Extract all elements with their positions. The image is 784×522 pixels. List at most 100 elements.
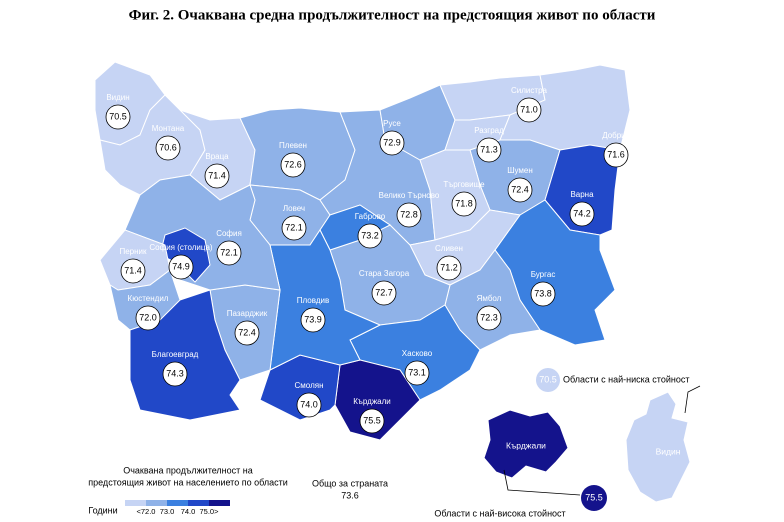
- value-label: 72.6: [284, 159, 302, 169]
- legend: Очаквана продължителност на предстоящия …: [88, 465, 388, 516]
- region-name: Варна: [570, 190, 594, 199]
- value-circle: [168, 254, 194, 280]
- legend-swatch: [188, 500, 209, 506]
- region-name: Кърджали: [353, 397, 391, 406]
- value-label: 72.8: [400, 209, 418, 219]
- region-name: Търговище: [443, 180, 485, 189]
- value-circle: [357, 223, 383, 249]
- inset-circle: [581, 485, 607, 511]
- value-label: 71.6: [607, 149, 625, 159]
- value-circle: [296, 392, 322, 418]
- value-label: 75.5: [363, 415, 381, 425]
- region-name: Ямбол: [477, 294, 502, 303]
- total-label: Общо за страната: [312, 478, 388, 488]
- legend-swatch: [146, 500, 167, 506]
- value-circle: [530, 281, 556, 307]
- value-label: 70.5: [109, 111, 127, 121]
- value-label: 71.2: [440, 262, 458, 272]
- inset-region: Кърджали: [506, 440, 546, 450]
- leader-line: [503, 469, 581, 496]
- inset-value: 75.5: [585, 492, 603, 502]
- value-label: 71.4: [124, 265, 142, 275]
- inset-label: Области с най-ниска стойност: [563, 374, 689, 384]
- legend-tick-label: 75.0>: [200, 507, 220, 516]
- region-name: Перник: [119, 247, 147, 256]
- value-label: 72.4: [511, 184, 529, 194]
- legend-swatch: [209, 500, 230, 506]
- legend-title: Очаквана продължителност на: [123, 465, 253, 475]
- region-name: Благоевград: [152, 350, 199, 359]
- value-circle: [281, 215, 307, 241]
- value-label: 73.2: [361, 230, 379, 240]
- inset-circle: [536, 368, 560, 392]
- value-label: 73.8: [534, 288, 552, 298]
- region-name: Пловдив: [297, 296, 330, 305]
- legend-tick-label: <72.0: [137, 507, 156, 516]
- value-circle: [396, 202, 422, 228]
- region-name: Смолян: [295, 381, 324, 390]
- region-name: Шумен: [507, 166, 533, 175]
- value-label: 74.0: [300, 399, 318, 409]
- value-label: 71.3: [480, 144, 498, 154]
- value-label: 74.2: [573, 208, 591, 218]
- value-circle: [135, 305, 161, 331]
- value-label: 74.9: [172, 261, 190, 271]
- inset-value: 70.5: [539, 374, 557, 384]
- value-circle: [476, 305, 502, 331]
- region-name: Силистра: [511, 86, 547, 95]
- value-label: 71.8: [455, 198, 473, 208]
- legend-swatch: [167, 500, 188, 506]
- inset-vidin-shape: [625, 391, 691, 503]
- value-label: 72.3: [480, 312, 498, 322]
- value-label: 72.1: [285, 222, 303, 232]
- value-circle: [436, 255, 462, 281]
- value-circle: [280, 152, 306, 178]
- value-circle: [234, 320, 260, 346]
- value-circle: [404, 360, 430, 386]
- value-circle: [476, 137, 502, 163]
- region-name: Пазарджик: [227, 309, 268, 318]
- value-circle: [155, 135, 181, 161]
- region-name: Бургас: [531, 270, 556, 279]
- value-label: 71.4: [208, 170, 226, 180]
- value-label: 73.9: [304, 314, 322, 324]
- value-circle: [603, 142, 629, 168]
- region-name: Враца: [205, 152, 229, 161]
- value-circle: [359, 408, 385, 434]
- value-label: 72.9: [383, 137, 401, 147]
- region-name: Хасково: [402, 349, 433, 358]
- region-name: Ловеч: [283, 204, 305, 213]
- value-label: 72.7: [375, 287, 393, 297]
- region: [124, 174, 281, 291]
- value-circle: [216, 240, 242, 266]
- region-labels: Видин 70.5 Монтана 70.6 Враца 71.4 Плевен 72.6 Л…: [105, 86, 630, 434]
- value-circle: [451, 191, 477, 217]
- value-circle: [569, 201, 595, 227]
- value-label: 72.1: [220, 247, 238, 257]
- value-label: 73.1: [408, 367, 426, 377]
- region-name: Видин: [106, 93, 129, 102]
- value-circle: [162, 361, 188, 387]
- value-circle: [516, 97, 542, 123]
- value-circle: [371, 280, 397, 306]
- region-name: Кюстендил: [128, 294, 169, 303]
- region-name: Добрич: [602, 131, 630, 140]
- inset-region: Видин: [656, 446, 681, 456]
- value-label: 72.4: [238, 327, 256, 337]
- region-name: Велико Търново: [379, 191, 440, 200]
- value-circle: [379, 130, 405, 156]
- legend-unit: Години: [88, 505, 117, 515]
- region-name: Русе: [383, 119, 401, 128]
- region-name: Монтана: [152, 124, 185, 133]
- value-label: 70.6: [159, 142, 177, 152]
- value-circle: [507, 177, 533, 203]
- region-name: София (столица): [149, 243, 213, 252]
- value-label: 72.0: [139, 312, 157, 322]
- legend-swatch: [125, 500, 146, 506]
- value-circle: [105, 104, 131, 130]
- legend-title: предстоящия живот на населението по обла…: [88, 477, 288, 487]
- legend-tick-label: 73.0: [160, 507, 175, 516]
- region-name: Стара Загора: [359, 269, 410, 278]
- region-name: Сливен: [435, 244, 463, 253]
